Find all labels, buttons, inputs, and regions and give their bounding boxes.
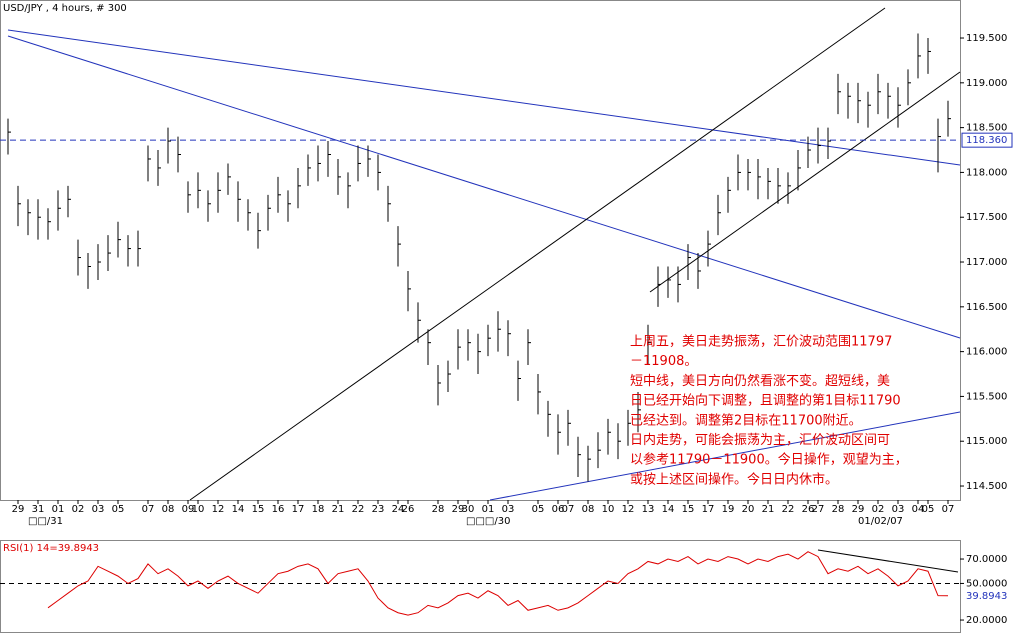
y-tick-label: 20.0000 bbox=[966, 615, 1007, 626]
x-tick-label: 31 bbox=[32, 504, 45, 515]
x-tick-label: 07 bbox=[142, 504, 155, 515]
x-tick-label: 18 bbox=[312, 504, 325, 515]
x-tick-label: 22 bbox=[352, 504, 365, 515]
period-label: □□□/30 bbox=[466, 516, 510, 527]
x-tick-label: 03 bbox=[892, 504, 905, 515]
y-tick-label: 119.000 bbox=[966, 78, 1007, 89]
period-label: □□/31 bbox=[28, 516, 63, 527]
y-tick-label: 114.500 bbox=[966, 481, 1007, 492]
trend-line bbox=[817, 549, 959, 573]
x-tick-label: 15 bbox=[252, 504, 265, 515]
x-tick-label: 01 bbox=[52, 504, 65, 515]
y-tick-label: 117.500 bbox=[966, 212, 1007, 223]
x-tick-label: 14 bbox=[232, 504, 245, 515]
x-tick-label: 01 bbox=[482, 504, 495, 515]
rsi-value-label: 39.8943 bbox=[966, 591, 1007, 602]
x-tick-label: 13 bbox=[642, 504, 655, 515]
reference-label: 118.360 bbox=[966, 135, 1007, 146]
x-tick-label: 29 bbox=[12, 504, 25, 515]
trend-lines bbox=[7, 7, 961, 573]
y-tick-label: 70.0000 bbox=[966, 554, 1007, 565]
x-tick-label: 20 bbox=[742, 504, 755, 515]
x-tick-label: 14 bbox=[662, 504, 675, 515]
x-tick-label: 16 bbox=[272, 504, 285, 515]
x-tick-label: 24 bbox=[392, 504, 405, 515]
price-panel bbox=[0, 0, 961, 501]
x-tick-label: 22 bbox=[782, 504, 795, 515]
x-tick-label: 05 bbox=[532, 504, 545, 515]
x-tick-label: 26 bbox=[802, 504, 815, 515]
trend-line bbox=[489, 411, 961, 501]
x-tick-label: 29 bbox=[852, 504, 865, 515]
x-tick-label: 27 bbox=[812, 504, 825, 515]
x-tick-label: 07 bbox=[942, 504, 955, 515]
annotation: 日内走势，可能会振荡为主，汇价波动区间可 bbox=[630, 432, 890, 448]
x-tick-label: 07 bbox=[562, 504, 575, 515]
y-tick-label: 50.0000 bbox=[966, 578, 1007, 589]
annotation: 上周五，美日走势振荡，汇价波动范围11797 bbox=[630, 334, 892, 350]
y-tick-label: 116.500 bbox=[966, 302, 1007, 313]
y-tick-label: 116.000 bbox=[966, 347, 1007, 358]
x-tick-label: 21 bbox=[762, 504, 775, 515]
annotation: －11908。 bbox=[630, 354, 697, 369]
annotation: 以参考11790－11900。今日操作，观望为主， bbox=[630, 452, 908, 468]
x-tick-label: 26 bbox=[402, 504, 415, 515]
x-tick-label: 10 bbox=[602, 504, 615, 515]
x-tick-label: 05 bbox=[922, 504, 935, 515]
y-tick-label: 117.000 bbox=[966, 257, 1007, 268]
trend-line bbox=[649, 71, 961, 293]
x-tick-label: 08 bbox=[162, 504, 175, 515]
y-tick-label: 115.500 bbox=[966, 391, 1007, 402]
x-tick-label: 17 bbox=[702, 504, 715, 515]
trend-line bbox=[7, 29, 961, 166]
x-tick-label: 30 bbox=[462, 504, 475, 515]
x-tick-label: 12 bbox=[622, 504, 635, 515]
x-tick-label: 28 bbox=[832, 504, 845, 515]
x-tick-label: 15 bbox=[682, 504, 695, 515]
chart-title: USD/JPY , 4 hours, # 300 bbox=[3, 3, 127, 14]
y-tick-label: 118.000 bbox=[966, 167, 1007, 178]
x-tick-label: 17 bbox=[292, 504, 305, 515]
period-label: 01/02/07 bbox=[858, 516, 903, 527]
x-tick-label: 10 bbox=[192, 504, 205, 515]
rsi-line bbox=[47, 551, 949, 616]
rsi-panel bbox=[0, 540, 961, 633]
y-tick-label: 118.500 bbox=[966, 123, 1007, 134]
reference-label-box bbox=[961, 132, 1013, 148]
x-tick-label: 08 bbox=[582, 504, 595, 515]
annotation: 日已经开始向下调整，且调整的第1目标11790 bbox=[630, 393, 901, 409]
x-tick-label: 09 bbox=[182, 504, 195, 515]
trend-line bbox=[7, 35, 961, 339]
annotation: 或按上述区间操作。今日日内休市。 bbox=[630, 471, 838, 487]
x-tick-label: 02 bbox=[72, 504, 85, 515]
x-tick-label: 21 bbox=[332, 504, 345, 515]
annotation: 短中线，美日方向仍然看涨不变。超短线，美 bbox=[630, 373, 890, 389]
x-tick-label: 28 bbox=[432, 504, 445, 515]
x-tick-label: 03 bbox=[92, 504, 105, 515]
y-tick-label: 119.500 bbox=[966, 33, 1007, 44]
trend-line bbox=[189, 7, 886, 501]
x-tick-label: 23 bbox=[372, 504, 385, 515]
y-tick-label: 115.000 bbox=[966, 436, 1007, 447]
x-tick-label: 05 bbox=[112, 504, 125, 515]
x-tick-label: 19 bbox=[722, 504, 735, 515]
rsi-title: RSI(1) 14=39.8943 bbox=[3, 543, 99, 554]
annotation: 已经达到。调整第2目标在11700附近。 bbox=[630, 413, 862, 428]
x-tick-label: 03 bbox=[502, 504, 515, 515]
x-tick-label: 06 bbox=[552, 504, 565, 515]
x-tick-label: 12 bbox=[212, 504, 225, 515]
x-tick-label: 02 bbox=[872, 504, 885, 515]
x-tick-label: 04 bbox=[912, 504, 925, 515]
x-tick-label: 29 bbox=[452, 504, 465, 515]
